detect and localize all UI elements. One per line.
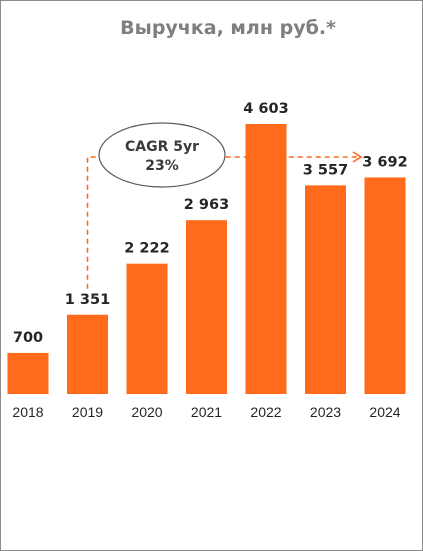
- bar-2021: [186, 220, 227, 394]
- bar-2022: [245, 124, 287, 394]
- value-label-2019: 1 351: [65, 292, 110, 308]
- cagr-arrowhead-icon: [352, 151, 363, 163]
- bar-2020: [126, 263, 168, 394]
- bar-2018: [7, 352, 49, 394]
- value-label-2022: 4 603: [243, 101, 288, 117]
- category-label-2024: 2024: [369, 404, 400, 420]
- bar-2024: [364, 177, 406, 394]
- cagr-label: CAGR 5yr: [125, 139, 199, 155]
- cagr-value: 23%: [145, 158, 179, 174]
- value-label-2023: 3 557: [303, 162, 348, 178]
- value-label-2018: 700: [13, 330, 43, 346]
- value-label-2024: 3 692: [362, 154, 407, 170]
- category-label-2023: 2023: [310, 404, 341, 420]
- bar-2023: [305, 185, 346, 394]
- category-label-2021: 2021: [191, 404, 222, 420]
- value-label-2021: 2 963: [184, 197, 229, 213]
- category-label-2019: 2019: [72, 404, 103, 420]
- bar-2019: [67, 314, 108, 394]
- category-label-2020: 2020: [131, 404, 162, 420]
- value-label-2020: 2 222: [124, 241, 169, 257]
- category-label-2022: 2022: [250, 404, 281, 420]
- chart-title: Выручка, млн руб.*: [120, 17, 336, 39]
- cagr-ellipse: [98, 122, 226, 188]
- category-label-2018: 2018: [12, 404, 43, 420]
